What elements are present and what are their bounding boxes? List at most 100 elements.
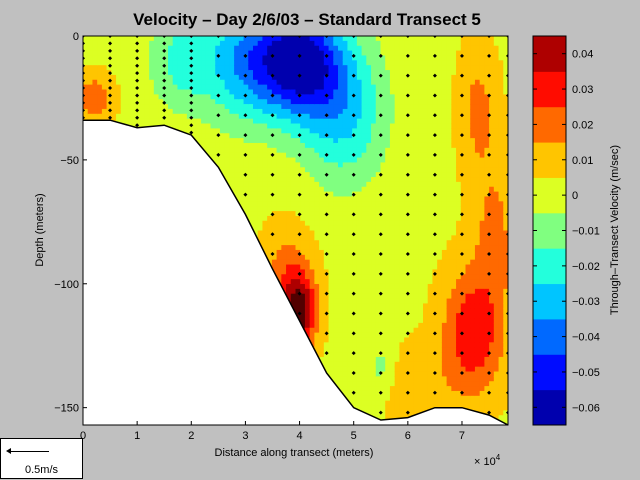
velocity-cell [498,99,504,105]
velocity-cell [460,147,467,154]
velocity-cell [371,201,377,207]
velocity-cell [432,274,438,280]
velocity-cell [371,279,377,285]
velocity-cell [238,191,245,198]
velocity-cell [408,65,415,71]
velocity-cell [380,206,386,212]
velocity-cell [489,211,495,217]
velocity-cell [267,181,273,188]
velocity-cell [248,211,254,217]
velocity-cell [304,196,311,202]
velocity-cell [456,201,462,207]
velocity-cell [323,313,330,319]
velocity-cell [361,89,367,95]
velocity-cell [441,215,448,222]
velocity-cell [271,138,278,144]
velocity-cell [158,94,164,100]
velocity-cell [385,79,391,86]
velocity-cell [418,332,424,339]
velocity-cell [380,152,386,159]
velocity-cell [356,327,363,334]
velocity-cell [361,400,367,407]
velocity-cell [427,118,434,125]
velocity-cell [503,245,508,251]
velocity-cell [465,259,471,266]
velocity-cell [389,390,396,397]
velocity-cell [366,36,372,42]
velocity-cell [262,108,268,115]
velocity-cell [493,40,500,47]
velocity-cell [489,274,495,280]
velocity-cell [219,60,226,66]
velocity-cell [352,70,358,76]
velocity-cell [498,400,504,407]
velocity-cell [290,196,297,202]
velocity-cell [394,322,400,329]
velocity-cell [503,410,508,416]
velocity-cell [224,177,230,183]
velocity-cell [394,269,400,275]
velocity-cell [460,254,467,261]
sample-point [351,252,356,257]
velocity-cell [290,74,297,81]
velocity-cell [319,157,325,164]
velocity-cell [210,99,216,105]
velocity-cell [470,371,476,377]
velocity-cell [153,113,160,120]
velocity-cell [375,74,382,81]
velocity-cell [366,303,372,309]
velocity-cell [323,162,330,168]
velocity-cell [309,172,315,178]
velocity-cell [366,99,372,105]
velocity-cell [437,220,443,227]
velocity-cell [366,74,372,81]
velocity-cell [286,211,292,217]
velocity-cell [130,65,136,71]
velocity-cell [394,162,400,168]
velocity-cell [441,201,448,207]
velocity-cell [441,337,448,343]
velocity-cell [479,240,485,246]
velocity-cell [385,181,391,188]
velocity-cell [215,118,221,125]
velocity-cell [380,337,386,343]
velocity-cell [394,181,400,188]
velocity-cell [404,308,410,314]
velocity-cell [229,40,235,47]
velocity-cell [460,118,467,125]
velocity-cell [371,376,377,382]
velocity-cell [144,40,150,47]
velocity-cell [323,186,330,193]
velocity-cell [257,45,264,52]
velocity-cell [149,60,155,66]
velocity-cell [347,332,353,339]
velocity-cell [309,74,315,81]
velocity-cell [484,74,490,81]
velocity-cell [352,142,358,149]
velocity-cell [342,138,349,144]
velocity-cell [347,283,353,290]
velocity-cell [408,55,415,61]
velocity-cell [498,167,504,173]
velocity-cell [314,322,320,329]
velocity-cell [427,313,434,319]
velocity-cell [493,138,500,144]
velocity-cell [493,279,500,285]
velocity-cell [186,128,193,134]
velocity-cell [338,36,344,42]
velocity-cell [323,215,330,222]
velocity-cell [295,240,301,246]
velocity-cell [205,40,212,47]
velocity-cell [451,99,457,105]
velocity-cell [243,99,249,105]
velocity-cell [116,108,122,115]
velocity-cell [158,65,164,71]
velocity-cell [484,303,490,309]
velocity-cell [493,235,500,241]
velocity-cell [404,322,410,329]
sample-point [297,73,302,78]
velocity-cell [470,211,476,217]
velocity-cell [290,206,297,212]
velocity-cell [418,36,424,42]
velocity-cell [361,211,367,217]
